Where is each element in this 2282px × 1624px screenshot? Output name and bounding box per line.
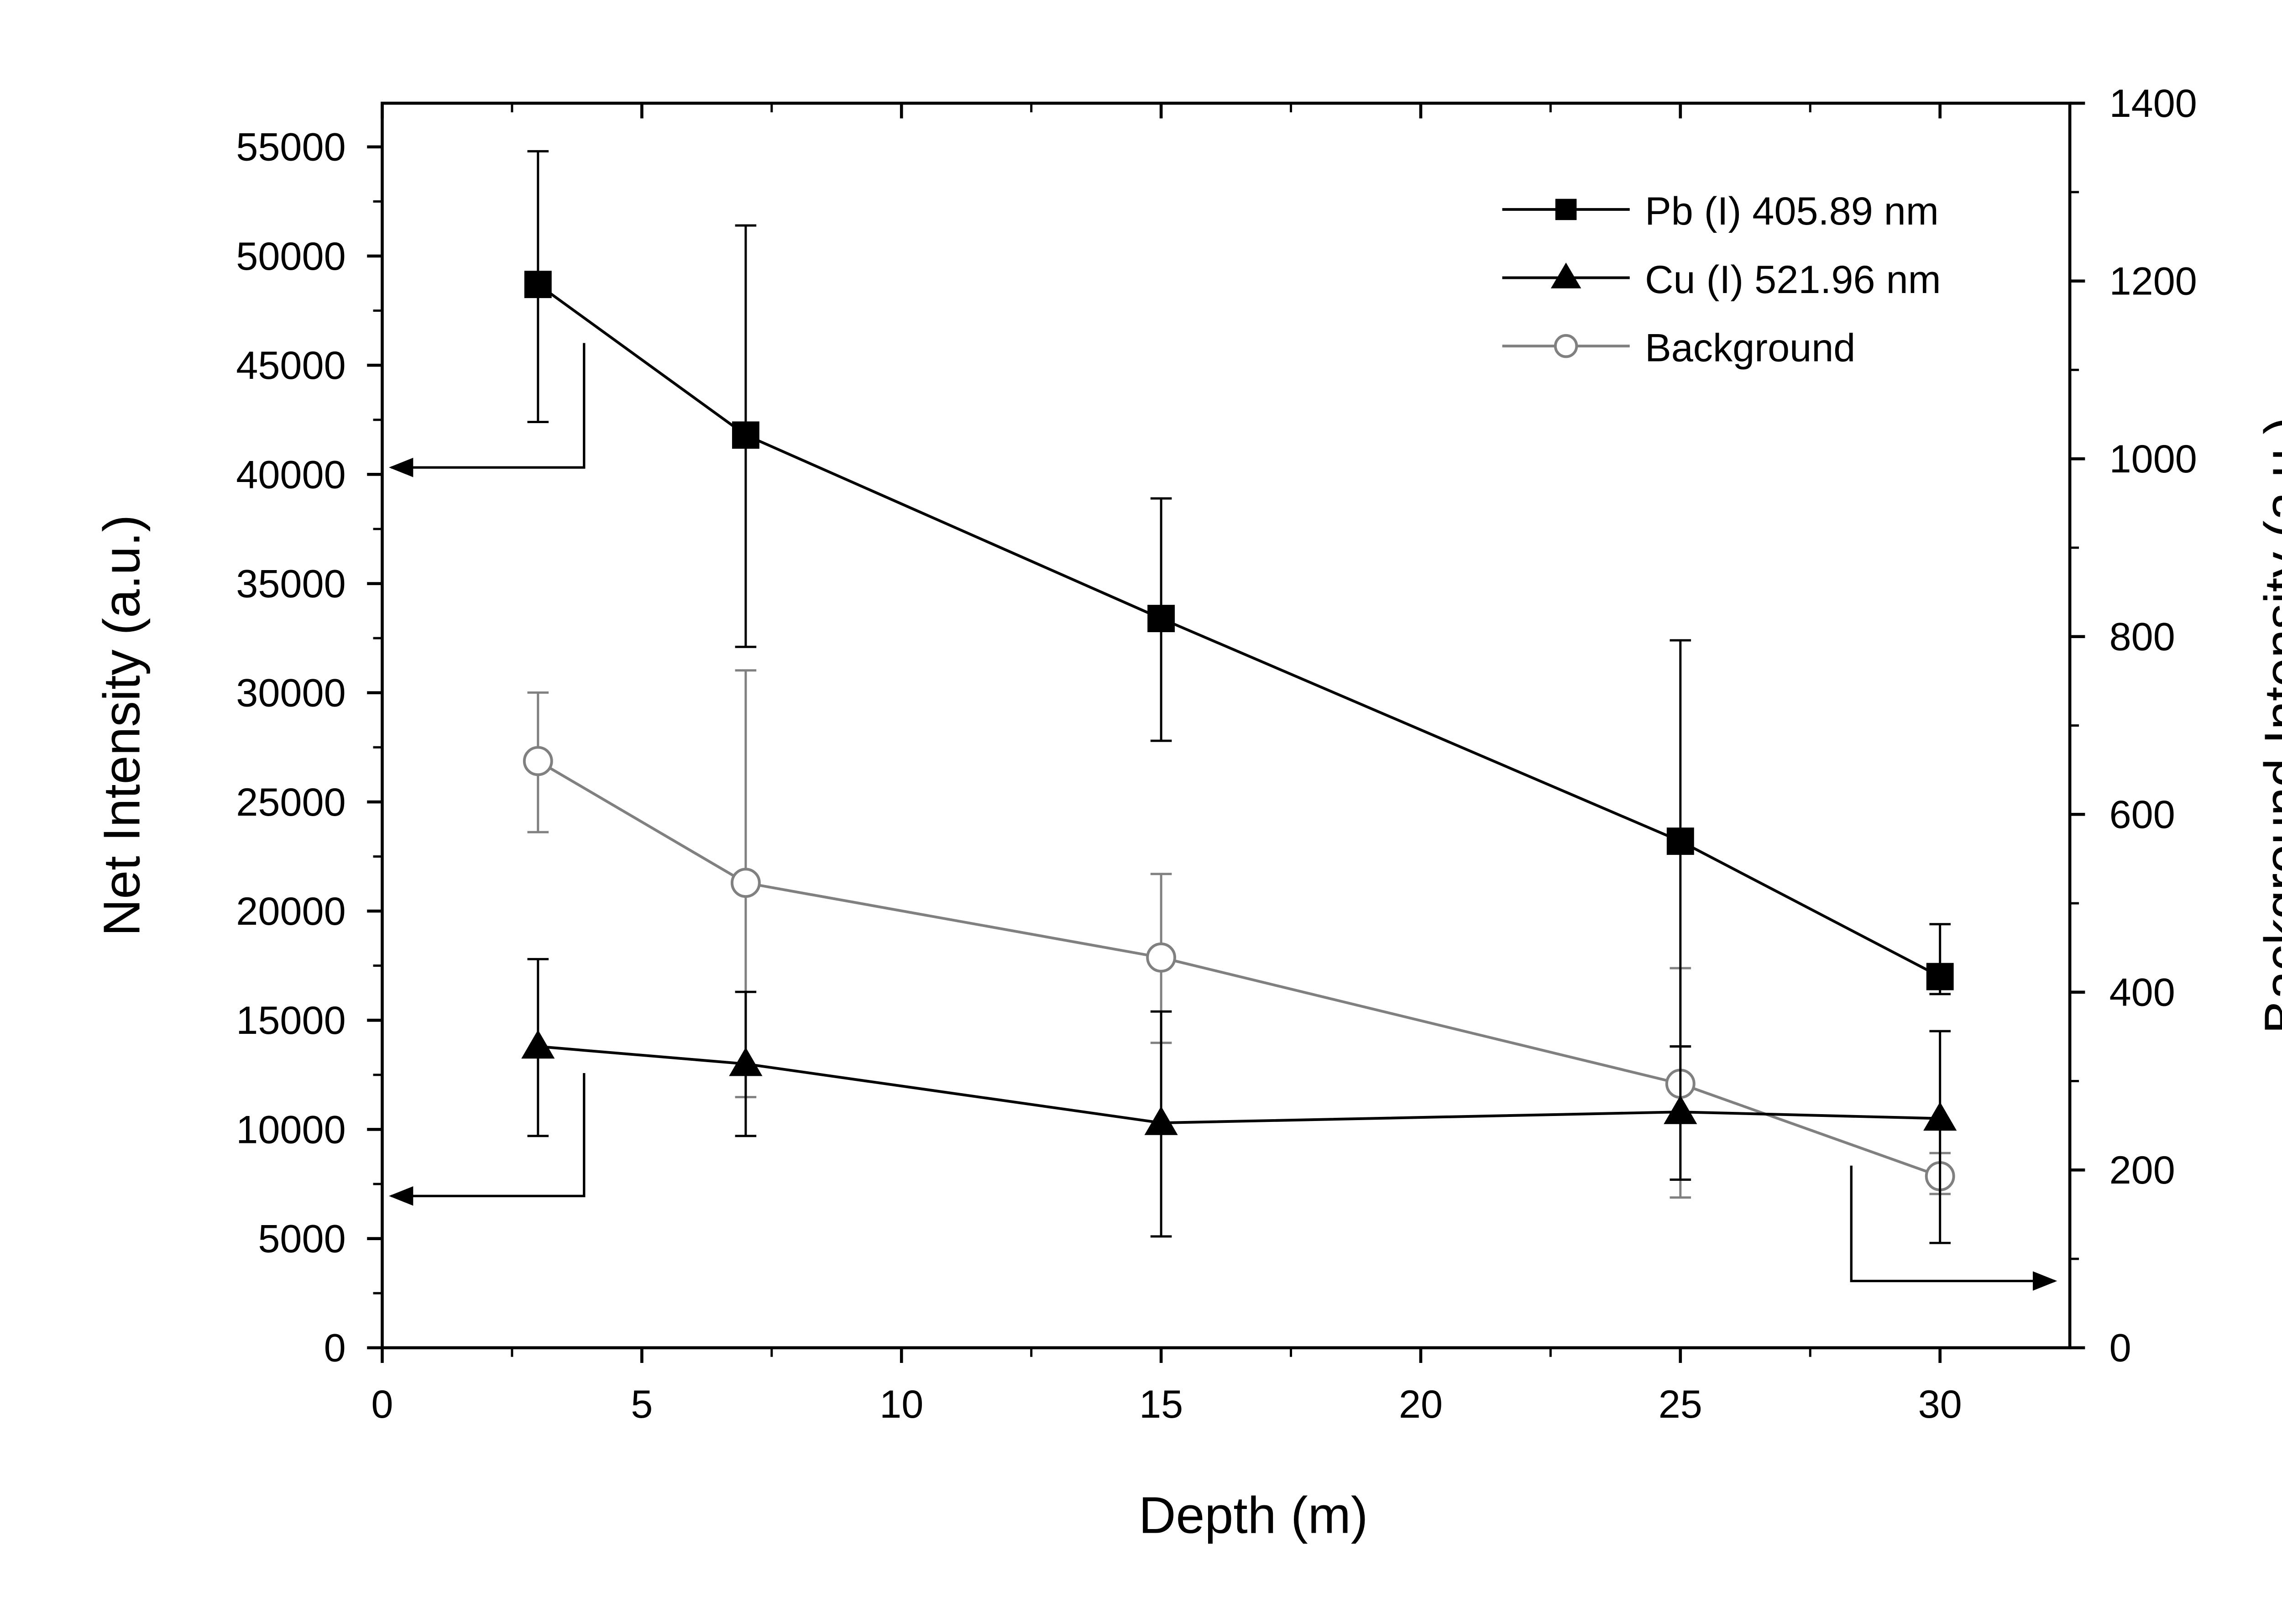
data-point xyxy=(521,1030,555,1059)
series-open-circle xyxy=(523,669,1955,1199)
data-point xyxy=(730,868,761,898)
data-point xyxy=(1147,605,1175,632)
y2-tick-label: 800 xyxy=(2109,615,2175,659)
y-tick-label: 0 xyxy=(324,1326,346,1370)
data-point xyxy=(524,271,552,299)
y-tick-label: 35000 xyxy=(236,562,345,606)
x-tick-label: 0 xyxy=(371,1383,393,1426)
x-axis-label: Depth (m) xyxy=(1139,1486,1368,1544)
y-axis-label: Net Intensity (a.u.) xyxy=(93,515,150,937)
y2-axis-label: Background Intensity (a.u.) xyxy=(2254,417,2282,1034)
legend-marker xyxy=(1550,262,1581,288)
x-tick-label: 5 xyxy=(631,1383,653,1426)
y2-tick-label: 600 xyxy=(2109,793,2175,837)
y2-tick-label: 400 xyxy=(2109,971,2175,1015)
y2-tick-label: 1000 xyxy=(2109,437,2197,481)
data-point xyxy=(729,1047,763,1076)
data-point xyxy=(1926,963,1954,990)
legend-marker xyxy=(1554,334,1578,358)
arrow-pb-left xyxy=(389,343,586,477)
data-point xyxy=(1666,828,1694,855)
y-tick-label: 10000 xyxy=(236,1108,345,1152)
y2-tick-label: 1400 xyxy=(2109,82,2197,126)
y-tick-label: 25000 xyxy=(236,781,345,824)
y-tick-label: 15000 xyxy=(236,999,345,1043)
y-tick-label: 55000 xyxy=(236,126,345,169)
data-point xyxy=(1664,1095,1697,1124)
data-point xyxy=(1144,1106,1178,1135)
y-tick-label: 30000 xyxy=(236,671,345,715)
data-point xyxy=(523,746,553,776)
arrow-bg-right xyxy=(1850,1165,2057,1291)
y-tick-label: 40000 xyxy=(236,453,345,497)
legend-label: Pb (I) 405.89 nm xyxy=(1645,189,1939,233)
y-tick-label: 45000 xyxy=(236,344,345,388)
x-tick-label: 25 xyxy=(1659,1383,1702,1426)
data-point xyxy=(1923,1101,1957,1131)
series-square xyxy=(524,150,1954,1048)
series-triangle xyxy=(521,958,1957,1244)
x-tick-label: 30 xyxy=(1918,1383,1962,1426)
y-tick-label: 5000 xyxy=(258,1217,345,1261)
arrow-cu-left xyxy=(389,1073,586,1206)
legend-marker xyxy=(1555,199,1577,220)
y2-tick-label: 200 xyxy=(2109,1148,2175,1192)
annotation-arrows xyxy=(389,343,2057,1291)
data-point xyxy=(1146,942,1177,973)
x-tick-label: 10 xyxy=(879,1383,923,1426)
legend-label: Background xyxy=(1645,326,1855,370)
y-tick-label: 20000 xyxy=(236,890,345,933)
y-tick-label: 50000 xyxy=(236,235,345,278)
data-point xyxy=(732,421,759,449)
legend: Pb (I) 405.89 nm Cu (I) 521.96 nm Backgrou… xyxy=(1502,189,1941,370)
y2-tick-label: 0 xyxy=(2109,1326,2131,1370)
y2-tick-label: 1200 xyxy=(2109,260,2197,304)
x-tick-label: 20 xyxy=(1399,1383,1443,1426)
x-tick-label: 15 xyxy=(1139,1383,1183,1426)
legend-label: Cu (I) 521.96 nm xyxy=(1645,258,1941,302)
